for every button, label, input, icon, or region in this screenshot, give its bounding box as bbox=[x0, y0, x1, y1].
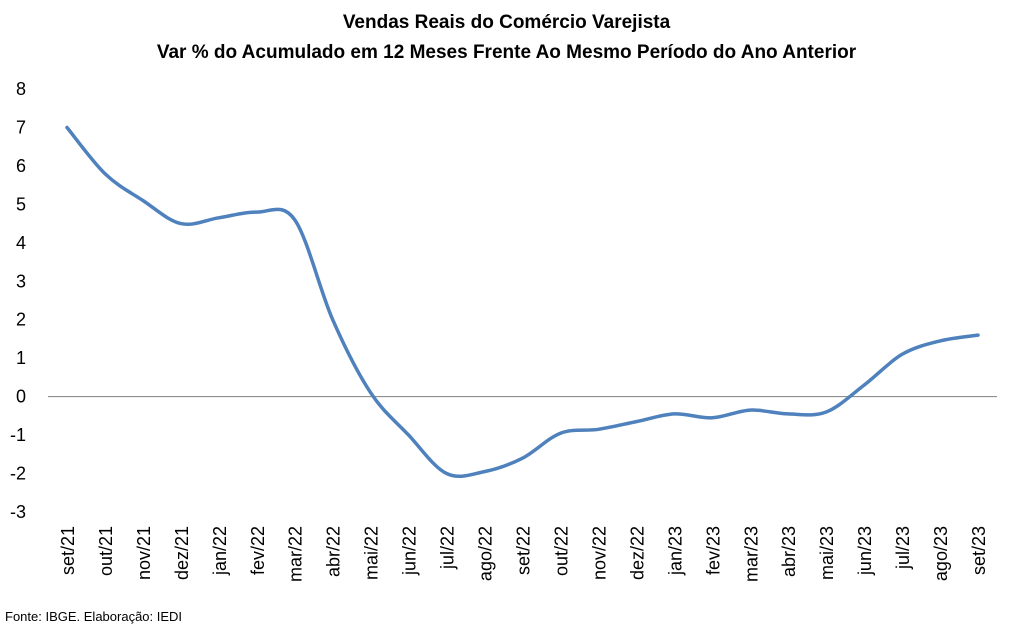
x-tick-label: out/22 bbox=[551, 526, 571, 576]
x-tick-label: mai/23 bbox=[817, 526, 837, 580]
y-tick-label: 4 bbox=[16, 233, 26, 253]
x-axis-ticks: set/21 out/21 nov/21 dez/21 jan/22 fev/22 mar/… bbox=[58, 526, 989, 582]
x-tick-label: dez/21 bbox=[172, 526, 192, 580]
y-axis-ticks: -3 -2 -1 0 1 2 3 4 5 6 7 8 bbox=[10, 79, 26, 522]
y-tick-label: 8 bbox=[16, 79, 26, 99]
x-tick-label: ago/23 bbox=[931, 526, 951, 581]
x-tick-label: jan/23 bbox=[665, 526, 685, 576]
chart-title: Vendas Reais do Comércio Varejista bbox=[342, 12, 671, 33]
x-tick-label: abr/23 bbox=[779, 526, 799, 577]
x-tick-label: ago/22 bbox=[476, 526, 496, 581]
y-tick-label: -2 bbox=[10, 464, 26, 484]
x-tick-label: fev/23 bbox=[703, 526, 723, 575]
x-tick-label: out/21 bbox=[96, 526, 116, 576]
x-tick-label: nov/22 bbox=[589, 526, 609, 580]
y-tick-label: -3 bbox=[10, 502, 26, 522]
x-tick-label: jul/23 bbox=[893, 526, 913, 570]
x-tick-label: jun/22 bbox=[400, 526, 420, 576]
x-tick-label: nov/21 bbox=[134, 526, 154, 580]
y-tick-label: 7 bbox=[16, 117, 26, 137]
y-tick-label: 3 bbox=[16, 271, 26, 291]
x-tick-label: fev/22 bbox=[248, 526, 268, 575]
y-tick-label: 0 bbox=[16, 387, 26, 407]
y-tick-label: 5 bbox=[16, 194, 26, 214]
x-tick-label: jul/22 bbox=[438, 526, 458, 570]
x-tick-label: set/22 bbox=[514, 526, 534, 575]
y-tick-label: 2 bbox=[16, 310, 26, 330]
x-tick-label: dez/22 bbox=[627, 526, 647, 580]
x-tick-label: set/21 bbox=[58, 526, 78, 575]
x-tick-label: set/23 bbox=[969, 526, 989, 575]
line-chart: -3 -2 -1 0 1 2 3 4 5 6 7 8 set/21 out/21 nov/21 dez/21… bbox=[10, 79, 997, 582]
y-tick-label: 6 bbox=[16, 156, 26, 176]
x-tick-label: mar/23 bbox=[741, 526, 761, 582]
y-tick-label: -1 bbox=[10, 425, 26, 445]
x-tick-label: abr/22 bbox=[324, 526, 344, 577]
series-line bbox=[65, 125, 980, 479]
chart-subtitle: Var % do Acumulado em 12 Meses Frente Ao… bbox=[156, 42, 857, 63]
x-tick-label: jun/23 bbox=[855, 526, 875, 576]
source-note: Fonte: IBGE. Elaboração: IEDI bbox=[5, 609, 183, 624]
x-tick-label: mai/22 bbox=[362, 526, 382, 580]
y-tick-label: 1 bbox=[16, 348, 26, 368]
x-tick-label: mar/22 bbox=[286, 526, 306, 582]
x-tick-label: jan/22 bbox=[210, 526, 230, 576]
data-points bbox=[65, 126, 979, 475]
